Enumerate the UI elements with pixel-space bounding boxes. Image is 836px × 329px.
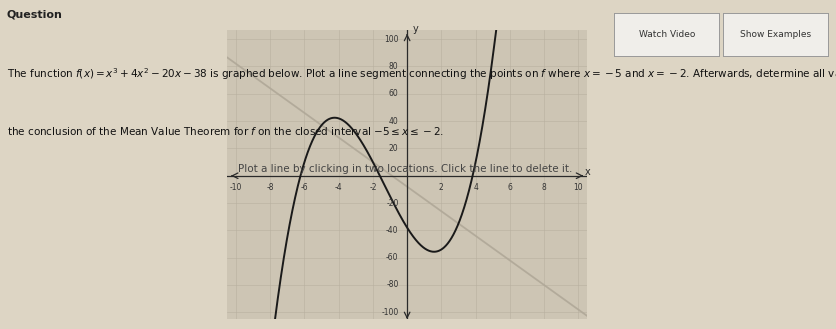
Text: 80: 80 <box>389 62 399 71</box>
Text: Show Examples: Show Examples <box>740 30 811 39</box>
Text: 60: 60 <box>389 89 399 98</box>
Text: 100: 100 <box>384 35 399 44</box>
Text: y: y <box>413 24 419 34</box>
Text: -60: -60 <box>386 253 399 262</box>
Text: -10: -10 <box>230 183 242 191</box>
Text: -80: -80 <box>386 281 399 290</box>
Text: -40: -40 <box>386 226 399 235</box>
Text: 6: 6 <box>507 183 512 191</box>
Text: The function $f(x) = x^3 + 4x^2 - 20x - 38$ is graphed below. Plot a line segmen: The function $f(x) = x^3 + 4x^2 - 20x - … <box>7 66 836 82</box>
Text: -2: -2 <box>370 183 377 191</box>
Text: 8: 8 <box>542 183 547 191</box>
Text: 20: 20 <box>389 144 399 153</box>
Text: 10: 10 <box>573 183 584 191</box>
Text: Question: Question <box>7 10 63 20</box>
Text: Watch Video: Watch Video <box>639 30 695 39</box>
Text: -4: -4 <box>335 183 343 191</box>
Text: the conclusion of the Mean Value Theorem for $f$ on the closed interval $-5 \leq: the conclusion of the Mean Value Theorem… <box>7 125 444 137</box>
Text: x: x <box>585 167 591 177</box>
Text: -100: -100 <box>381 308 399 317</box>
Text: -6: -6 <box>301 183 308 191</box>
Text: 4: 4 <box>473 183 478 191</box>
Text: 2: 2 <box>439 183 444 191</box>
Text: -8: -8 <box>267 183 274 191</box>
Text: -20: -20 <box>386 198 399 208</box>
Text: Plot a line by clicking in two locations. Click the line to delete it.: Plot a line by clicking in two locations… <box>238 164 573 174</box>
Text: 40: 40 <box>389 116 399 126</box>
